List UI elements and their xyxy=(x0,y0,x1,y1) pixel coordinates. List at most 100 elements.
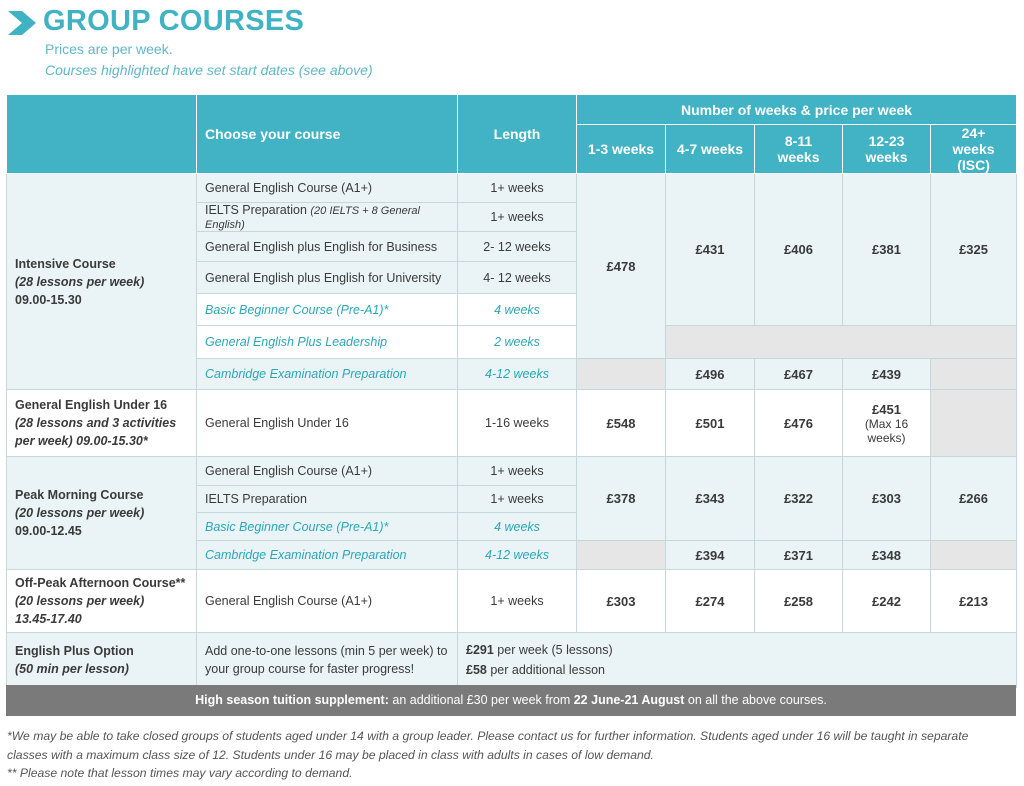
course-cell: General English Course (A1+) xyxy=(196,569,458,633)
price-cell: £451 (Max 16 weeks) xyxy=(842,389,931,457)
group-english-plus: English Plus Option (50 min per lesson) xyxy=(6,632,197,688)
price-cell: £431 xyxy=(665,173,755,326)
page-subtitle: Prices are per week. xyxy=(45,41,173,57)
group-peak: Peak Morning Course (20 lessons per week… xyxy=(6,456,197,570)
supplement-label: High season tuition supplement: xyxy=(195,693,389,707)
footnote-2: ** Please note that lesson times may var… xyxy=(7,766,353,780)
supplement-text-2: on all the above courses. xyxy=(684,693,827,707)
price-cell: £325 xyxy=(929,173,1018,326)
header-col-24plus: 24+ weeks (ISC) xyxy=(929,124,1018,174)
option-description: Add one-to-one lessons (min 5 per week) … xyxy=(196,632,458,688)
length-cell: 1+ weeks xyxy=(457,173,577,203)
group-time: 09.00-12.45 xyxy=(15,524,82,538)
price-cell: £322 xyxy=(754,456,843,541)
price-cell: £467 xyxy=(754,358,843,390)
empty-cell xyxy=(576,540,666,570)
length-cell: 4 weeks xyxy=(457,512,577,541)
course-cell: Cambridge Examination Preparation xyxy=(196,540,458,570)
price-cell: £266 xyxy=(929,456,1018,541)
header-course: Choose your course xyxy=(196,94,458,174)
page-header: GROUP COURSES Prices are per week. Cours… xyxy=(0,0,1024,92)
footnotes: *We may be able to take closed groups of… xyxy=(7,727,1007,783)
price-cell: £378 xyxy=(576,456,666,541)
group-name: Off-Peak Afternoon Course** xyxy=(15,576,186,590)
price-value: £451 xyxy=(872,401,901,417)
table-row: Intensive Course (28 lessons per week) 0… xyxy=(6,173,1018,390)
length-cell: 4- 12 weeks xyxy=(457,261,577,294)
price-cell: £548 xyxy=(576,389,666,457)
price-cell: £394 xyxy=(665,540,755,570)
course-cell: General English plus English for Busines… xyxy=(196,231,458,262)
option-price-1-text: per week (5 lessons) xyxy=(493,643,613,657)
length-cell: 4-12 weeks xyxy=(457,358,577,390)
course-cell: General English plus English for Univers… xyxy=(196,261,458,294)
price-cell: £496 xyxy=(665,358,755,390)
length-cell: 1-16 weeks xyxy=(457,389,577,457)
length-cell: 1+ weeks xyxy=(457,456,577,486)
table-row: Peak Morning Course (20 lessons per week… xyxy=(6,456,1018,570)
group-name: Intensive Course xyxy=(15,256,116,271)
supplement-dates: 22 June-21 August xyxy=(573,693,685,707)
table-row: Basic Beginner Course (Pre-A1)* 4 weeks xyxy=(7,293,1017,326)
empty-cell xyxy=(929,540,1018,570)
page-title: GROUP COURSES xyxy=(43,5,305,37)
table-row: Cambridge Examination Preparation 4-12 w… xyxy=(7,540,1018,570)
length-cell: 4-12 weeks xyxy=(457,540,577,570)
length-cell: 4 weeks xyxy=(457,293,577,326)
group-time: 13.45-17.40 xyxy=(15,612,82,626)
price-note: (Max 16 weeks) xyxy=(864,416,909,445)
header-col-12-23: 12-23 weeks xyxy=(842,124,931,174)
price-cell: £476 xyxy=(754,389,843,457)
header-weeks-group: Number of weeks & price per week xyxy=(575,94,1018,125)
group-sub: (28 lessons and 3 activities per week) 0… xyxy=(15,416,177,448)
price-cell: £371 xyxy=(754,540,843,570)
price-cell: £303 xyxy=(842,456,931,541)
length-cell: 2 weeks xyxy=(457,325,577,359)
option-price-2-text: per additional lesson xyxy=(486,663,605,677)
header-col-4-7: 4-7 weeks xyxy=(665,124,755,174)
group-under16: General English Under 16 (28 lessons and… xyxy=(6,389,197,457)
chevron-right-icon xyxy=(8,11,36,35)
price-cell: £303 xyxy=(576,569,666,633)
option-price-line-2: £58 per additional lesson xyxy=(466,660,1008,680)
length-cell: 1+ weeks xyxy=(457,485,577,513)
empty-cell xyxy=(929,389,1018,457)
option-prices: £291 per week (5 lessons) £58 per additi… xyxy=(456,632,1018,688)
footnote-1: *We may be able to take closed groups of… xyxy=(7,729,969,762)
course-cell: General English Course (A1+) xyxy=(196,173,458,203)
supplement-text-1: an additional £30 per week from xyxy=(388,693,574,707)
length-cell: 1+ weeks xyxy=(457,202,577,232)
group-sub: (20 lessons per week) xyxy=(15,594,145,608)
course-cell: General English Under 16 xyxy=(196,389,458,457)
price-cell: £501 xyxy=(665,389,755,457)
course-note: (20 IELTS + 8 General English) xyxy=(205,205,420,231)
length-cell: 2- 12 weeks xyxy=(457,231,577,262)
high-season-banner: High season tuition supplement: an addit… xyxy=(6,685,1016,716)
course-cell: IELTS Preparation xyxy=(196,485,458,513)
option-price-line-1: £291 per week (5 lessons) xyxy=(466,640,1008,660)
group-time: 09.00-15.30 xyxy=(15,292,82,307)
group-name: Peak Morning Course xyxy=(15,488,144,502)
option-price-2: £58 xyxy=(466,663,487,677)
header-group-cell xyxy=(6,94,197,174)
table-row: English Plus Option (50 min per lesson) … xyxy=(6,632,1018,688)
price-cell: £348 xyxy=(842,540,931,570)
course-cell: Basic Beginner Course (Pre-A1)* xyxy=(196,512,458,541)
price-cell: £478 xyxy=(576,173,666,359)
group-offpeak: Off-Peak Afternoon Course** (20 lessons … xyxy=(6,569,197,633)
price-cell: £274 xyxy=(665,569,755,633)
table-header-row: Choose your course Length Number of week… xyxy=(6,94,1018,174)
group-name: General English Under 16 xyxy=(15,398,168,412)
option-price-1: £291 xyxy=(466,643,494,657)
price-cell: £343 xyxy=(665,456,755,541)
course-cell: Basic Beginner Course (Pre-A1)* xyxy=(196,293,458,326)
course-cell: Cambridge Examination Preparation xyxy=(196,358,458,390)
group-sub: (20 lessons per week) xyxy=(15,506,145,520)
price-table: Choose your course Length Number of week… xyxy=(6,94,1018,688)
course-cell: General English Course (A1+) xyxy=(196,456,458,486)
course-cell: IELTS Preparation (20 IELTS + 8 General … xyxy=(196,202,458,232)
highlight-note: Courses highlighted have set start dates… xyxy=(45,62,373,78)
course-cell: General English Plus Leadership xyxy=(196,325,458,359)
table-row: Basic Beginner Course (Pre-A1)* 4 weeks xyxy=(7,512,1017,541)
table-row: IELTS Preparation 1+ weeks xyxy=(7,485,1017,513)
